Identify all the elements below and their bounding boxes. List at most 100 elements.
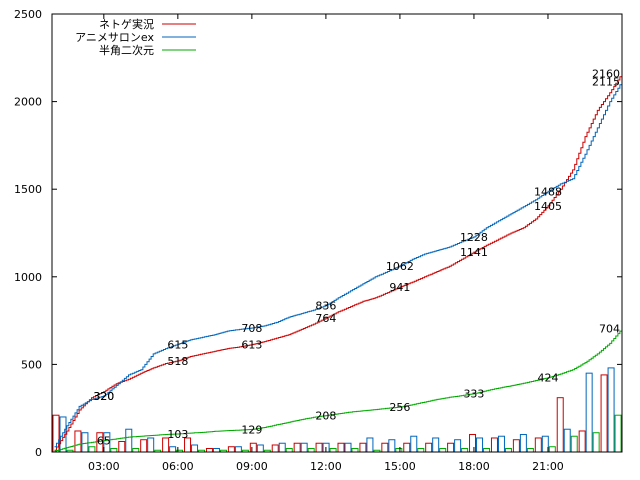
bar-2 — [234, 446, 242, 453]
bar-3 — [483, 447, 491, 453]
y-axis: 0 500 1000 1500 2000 2500 — [14, 8, 622, 459]
bar-3 — [614, 414, 622, 453]
bar-3 — [439, 447, 447, 453]
bar-2 — [169, 446, 177, 453]
x-tick-label: 03:00 — [88, 460, 120, 473]
bar-1 — [249, 442, 257, 453]
x-tick-label: 09:00 — [236, 460, 268, 473]
legend-label: 半角二次元 — [99, 43, 154, 57]
series-line-3 — [54, 328, 623, 452]
bar-2 — [454, 439, 462, 453]
data-label-1: 941 — [389, 281, 410, 294]
bar-3 — [88, 446, 96, 453]
bar-3 — [351, 447, 359, 453]
data-label-2: 1228 — [460, 231, 488, 244]
bar-1 — [425, 442, 433, 453]
bar-1 — [469, 433, 477, 453]
bar-2 — [388, 439, 396, 453]
y-tick-label: 500 — [21, 358, 42, 371]
bar-1 — [140, 439, 148, 453]
data-label-1: 518 — [167, 355, 188, 368]
bar-1 — [512, 439, 520, 453]
data-label-3: 333 — [463, 388, 484, 401]
bar-2 — [410, 435, 418, 453]
data-label-1: 613 — [241, 339, 262, 352]
bar-1 — [381, 442, 389, 453]
bar-1 — [600, 374, 608, 453]
data-label-2: 1488 — [534, 185, 562, 198]
series-line-2 — [54, 81, 623, 448]
legend-label: ネトゲ実況 — [99, 17, 154, 31]
bar-2 — [300, 442, 308, 453]
bar-1 — [74, 430, 82, 453]
bar-3 — [592, 432, 600, 453]
data-label-3: 129 — [241, 423, 262, 436]
bar-1 — [227, 446, 235, 453]
y-tick-label: 2000 — [14, 96, 42, 109]
bar-1 — [271, 444, 279, 453]
legend-label: アニメサロンex — [75, 31, 154, 44]
data-label-3: 424 — [537, 372, 558, 385]
data-label-2: 2115 — [592, 75, 620, 88]
x-axis: 03:00 06:00 09:00 12:00 15:00 18:00 21:00 — [88, 14, 564, 473]
bar-2 — [256, 444, 264, 453]
bar-3 — [132, 447, 140, 453]
lines-layer — [54, 73, 623, 452]
data-label-3: 704 — [599, 323, 620, 336]
data-label-2: 708 — [241, 322, 262, 335]
bar-1 — [556, 397, 564, 453]
bar-3 — [329, 447, 337, 453]
bar-2 — [81, 432, 89, 453]
bar-2 — [563, 428, 571, 453]
bar-3 — [526, 447, 534, 453]
bar-2 — [497, 435, 505, 453]
data-label-1: 320 — [93, 390, 114, 403]
data-label-3: 103 — [167, 428, 188, 441]
bar-1 — [337, 442, 345, 453]
x-tick-label: 15:00 — [384, 460, 416, 473]
bar-2 — [585, 372, 593, 453]
series-line-1 — [54, 73, 623, 451]
bar-1 — [118, 440, 126, 453]
y-tick-label: 2500 — [14, 8, 42, 21]
bar-1 — [447, 442, 455, 453]
bar-1 — [578, 430, 586, 453]
data-label-2: 836 — [315, 300, 336, 313]
data-label-1: 1141 — [460, 246, 488, 259]
plot-frame — [51, 13, 623, 453]
bar-1 — [205, 447, 213, 453]
bar-3 — [395, 447, 403, 453]
data-label-1: 764 — [315, 312, 336, 325]
x-tick-label: 06:00 — [162, 460, 194, 473]
data-label-3: 256 — [389, 401, 410, 414]
data-label-3: 65 — [97, 435, 111, 448]
data-label-2: 320 — [93, 390, 114, 403]
bar-2 — [344, 442, 352, 453]
data-label-2: 615 — [167, 338, 188, 351]
bar-2 — [607, 367, 615, 453]
data-label-1: 1405 — [534, 200, 562, 213]
bar-2 — [476, 437, 484, 453]
x-tick-label: 21:00 — [532, 460, 564, 473]
y-tick-label: 1500 — [14, 183, 42, 196]
bar-1 — [359, 442, 367, 453]
bar-2 — [125, 428, 133, 453]
bar-2 — [191, 444, 199, 453]
bar-1 — [534, 437, 542, 453]
bar-1 — [293, 442, 301, 453]
data-label-1: 2160 — [592, 68, 620, 81]
bar-3 — [307, 447, 315, 453]
bar-3 — [570, 435, 578, 453]
bar-3 — [461, 447, 469, 453]
y-tick-label: 0 — [35, 446, 42, 459]
bar-2 — [432, 437, 440, 453]
x-tick-label: 12:00 — [310, 460, 342, 473]
labels-layer: 3205186137649411141140521603206157088361… — [93, 68, 620, 448]
bar-3 — [548, 446, 556, 453]
bar-3 — [110, 447, 118, 453]
bar-2 — [519, 433, 527, 453]
x-tick-label: 18:00 — [458, 460, 490, 473]
bar-1 — [490, 437, 498, 453]
